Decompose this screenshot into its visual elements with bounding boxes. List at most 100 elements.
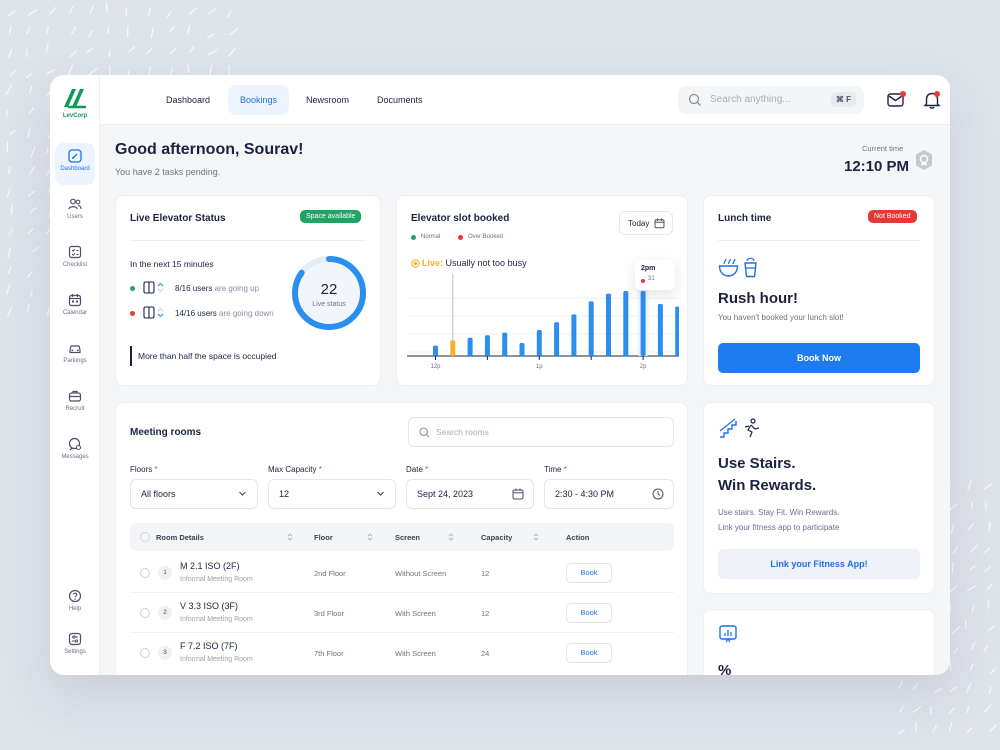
sidebar-item-label: Settings [64, 649, 86, 655]
chart-bar[interactable] [606, 293, 611, 356]
sidebar-item-label: Checklist [62, 262, 88, 268]
sort-icon[interactable] [287, 533, 293, 541]
chart-bar[interactable] [554, 322, 560, 356]
tooltip-dot [641, 279, 645, 283]
sidebar: LevCorp Dashboard Users Checklist Calend… [50, 75, 100, 675]
book-room-button[interactable]: Book [566, 563, 612, 583]
row-number: 2 [158, 606, 172, 620]
food-drink-icon [718, 257, 757, 278]
time-picker[interactable]: 2:30 - 4:30 PM [544, 479, 674, 509]
sidebar-item-label: Calendar [62, 310, 88, 316]
live-indicator-icon [411, 259, 420, 268]
bell-icon [923, 92, 941, 109]
sidebar-item-label: Dashboard [60, 166, 90, 172]
sidebar-item-settings[interactable]: Settings [55, 626, 95, 668]
required-mark: * [563, 465, 567, 474]
clock-icon [652, 488, 664, 500]
sidebar-item-help[interactable]: Help [55, 583, 95, 625]
row-radio[interactable] [140, 648, 150, 658]
tab-bookings[interactable]: Bookings [228, 85, 290, 115]
presentation-chart-icon [719, 625, 737, 643]
divider [130, 240, 366, 241]
book-room-button[interactable]: Book [566, 643, 612, 663]
x-tick-label: 12p [430, 364, 441, 370]
up-dot [130, 286, 135, 291]
mail-button[interactable] [884, 88, 908, 112]
slot-bar-chart: 12p 1p 2p [407, 274, 679, 370]
search-icon [688, 93, 701, 106]
chevron-down-icon [239, 491, 246, 496]
select-all-radio[interactable] [140, 532, 150, 542]
chart-bar[interactable] [450, 340, 456, 356]
status-badge: Space available [300, 210, 362, 223]
room-name: F 7.2 ISO (7F) [180, 641, 238, 651]
tab-newsroom[interactable]: Newsroom [306, 95, 350, 105]
chart-bar[interactable] [588, 301, 594, 356]
book-room-button[interactable]: Book [566, 603, 612, 623]
column-capacity[interactable]: Capacity [481, 533, 513, 542]
room-search-input[interactable]: Search rooms [408, 417, 674, 447]
current-time: 12:10 PM [844, 158, 910, 175]
stairs-runner-icon [719, 418, 760, 438]
column-floor[interactable]: Floor [314, 533, 333, 542]
chart-bar[interactable] [502, 332, 508, 356]
row-radio[interactable] [140, 568, 150, 578]
chart-bar[interactable] [519, 343, 525, 356]
tab-documents[interactable]: Documents [377, 95, 423, 105]
messages-icon [68, 437, 81, 451]
dashboard-icon [68, 149, 82, 163]
chart-bar[interactable] [536, 330, 542, 356]
sidebar-item-parkings[interactable]: Parkings [55, 335, 95, 377]
floors-value: All floors [141, 489, 176, 499]
chart-bar[interactable] [433, 345, 438, 356]
search-input[interactable]: Search anything... ⌘ F [678, 86, 864, 114]
sort-icon[interactable] [367, 533, 373, 541]
column-room-details[interactable]: Room Details [156, 533, 204, 542]
room-type: Informal Meeting Room [180, 576, 253, 583]
chart-bar[interactable] [467, 337, 473, 356]
chart-bar[interactable] [623, 291, 629, 356]
top-bar: Dashboard Bookings Newsroom Documents Se… [100, 75, 950, 125]
room-type: Informal Meeting Room [180, 616, 253, 623]
row-radio[interactable] [140, 608, 150, 618]
chart-bar[interactable] [657, 304, 663, 356]
notifications-button[interactable] [920, 88, 944, 112]
sidebar-item-checklist[interactable]: Checklist [55, 239, 95, 281]
room-capacity: 12 [481, 609, 490, 618]
book-now-button[interactable]: Book Now [718, 343, 920, 373]
room-floor: 3rd Floor [314, 609, 345, 618]
date-filter-button[interactable]: Today [619, 211, 673, 235]
table-header: Room Details Floor Screen Capacity Actio… [130, 523, 674, 551]
capacity-select[interactable]: 12 [268, 479, 396, 509]
checklist-icon [68, 245, 82, 259]
stairs-heading-1: Use Stairs. [718, 455, 796, 472]
floors-select[interactable]: All floors [130, 479, 258, 509]
sidebar-item-messages[interactable]: Messages [55, 431, 95, 473]
tab-dashboard[interactable]: Dashboard [166, 95, 211, 105]
notification-dot [934, 91, 940, 97]
chart-bar[interactable] [640, 291, 646, 356]
sidebar-item-label: Parkings [63, 358, 87, 364]
stairs-heading-2: Win Rewards. [718, 477, 817, 494]
card-title: Elevator slot booked [411, 213, 510, 224]
link-fitness-app-button[interactable]: Link your Fitness App! [718, 549, 920, 579]
table-row: 2 V 3.3 ISO (3F) Informal Meeting Room 3… [130, 593, 674, 633]
sort-icon[interactable] [533, 533, 539, 541]
chart-bar[interactable] [675, 306, 679, 356]
elevator-slot-card: Elevator slot booked Normal Over Booked … [396, 195, 688, 386]
notification-dot [900, 91, 906, 97]
chart-bar[interactable] [571, 314, 577, 356]
sidebar-item-dashboard[interactable]: Dashboard [55, 143, 95, 185]
date-picker[interactable]: Sept 24, 2023 [406, 479, 534, 509]
date-label: Date [406, 465, 423, 474]
room-type: Informal Meeting Room [180, 656, 253, 663]
sidebar-item-recruit[interactable]: Recruit [55, 383, 95, 425]
sidebar-item-users[interactable]: Users [55, 191, 95, 233]
sidebar-item-calendar[interactable]: Calendar [55, 287, 95, 329]
chart-bar[interactable] [484, 335, 490, 356]
room-screen: With Screen [395, 649, 436, 658]
tooltip-value: 31 [648, 276, 655, 282]
elevator-status-card: Live Elevator Status Space available In … [115, 195, 381, 386]
column-screen[interactable]: Screen [395, 533, 421, 542]
sort-icon[interactable] [448, 533, 454, 541]
